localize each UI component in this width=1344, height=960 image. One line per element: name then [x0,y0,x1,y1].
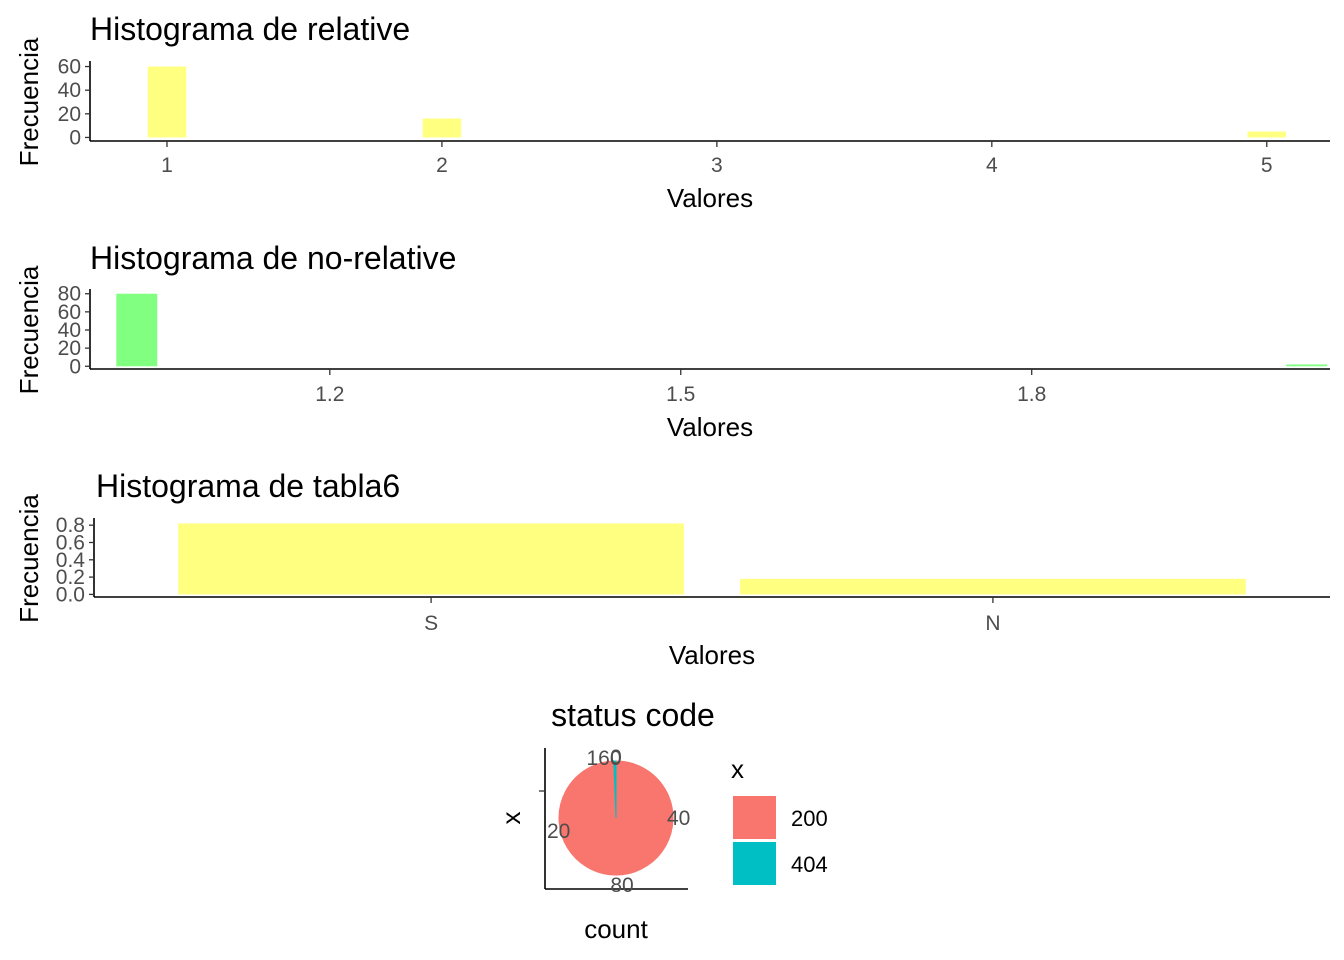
x-tick-label: N [985,612,1000,635]
x-tick-label: 1.2 [315,383,344,406]
x-tick-label: S [424,612,438,635]
y-tick-label: 20 [58,103,81,126]
legend-title: x [731,754,744,784]
pie-panel: status code 0 20 40 80 160 count x x 200 404 [496,697,828,944]
legend-swatch [733,796,776,839]
histogram-bar [422,118,462,138]
x-tick-label: 4 [986,154,998,177]
chart-title: status code [551,697,715,733]
x-tick-label: 5 [1261,154,1273,177]
y-axis-label: x [496,812,526,825]
histogram-bar [147,66,187,138]
y-tick-label: 40 [58,79,81,102]
y-axis-label: Frecuencia [14,265,44,394]
y-tick-label: 60 [58,301,81,324]
chart-title: Histograma de tabla6 [96,468,400,504]
y-axis-label: Frecuencia [14,37,44,166]
histogram-bar [1247,131,1287,138]
x-axis-label: Valores [669,640,755,670]
x-tick-label: 1.5 [666,383,695,406]
x-tick-label: 2 [436,154,448,177]
x-tick-label: 1.8 [1017,383,1046,406]
legend-swatch [733,842,776,885]
x-axis-label: Valores [667,183,753,213]
y-tick-label: 0.8 [56,514,85,537]
histogram-bar [1286,364,1328,367]
legend-label: 404 [791,852,828,877]
theta-tick-label: 80 [610,874,633,897]
x-axis-label: Valores [667,412,753,442]
legend-label: 200 [791,806,828,831]
y-axis-label: Frecuencia [14,494,44,623]
theta-tick-label: 160 [586,747,621,770]
legend: x 200 404 [731,754,828,885]
x-tick-label: 3 [711,154,723,177]
pie-slice-404 [613,760,617,819]
y-tick-label: 40 [58,319,81,342]
chart-title: Histograma de relative [90,11,410,47]
x-axis-label: count [584,914,648,944]
y-tick-label: 0.0 [56,583,85,606]
histogram-bar [178,523,684,595]
y-tick-label: 60 [58,56,81,79]
y-tick-label: 0.2 [56,566,85,589]
y-tick-label: 0 [69,126,81,149]
chart-title: Histograma de no-relative [90,240,456,276]
y-tick-label: 0 [69,355,81,378]
y-tick-label: 80 [58,283,81,306]
y-tick-label: 0.6 [56,531,85,554]
theta-tick-label: 40 [667,807,690,830]
x-tick-label: 1 [161,154,173,177]
histogram-bar [116,293,158,367]
y-tick-label: 0.4 [56,549,86,572]
theta-tick-label: 20 [547,820,570,843]
histogram-panel-3: Histograma de tabla6 0.00.20.40.60.8 S N Val… [14,468,1330,670]
theta-tick-label: 0 [610,746,622,769]
y-tick-label: 20 [58,337,81,360]
histogram-bar [740,578,1246,595]
